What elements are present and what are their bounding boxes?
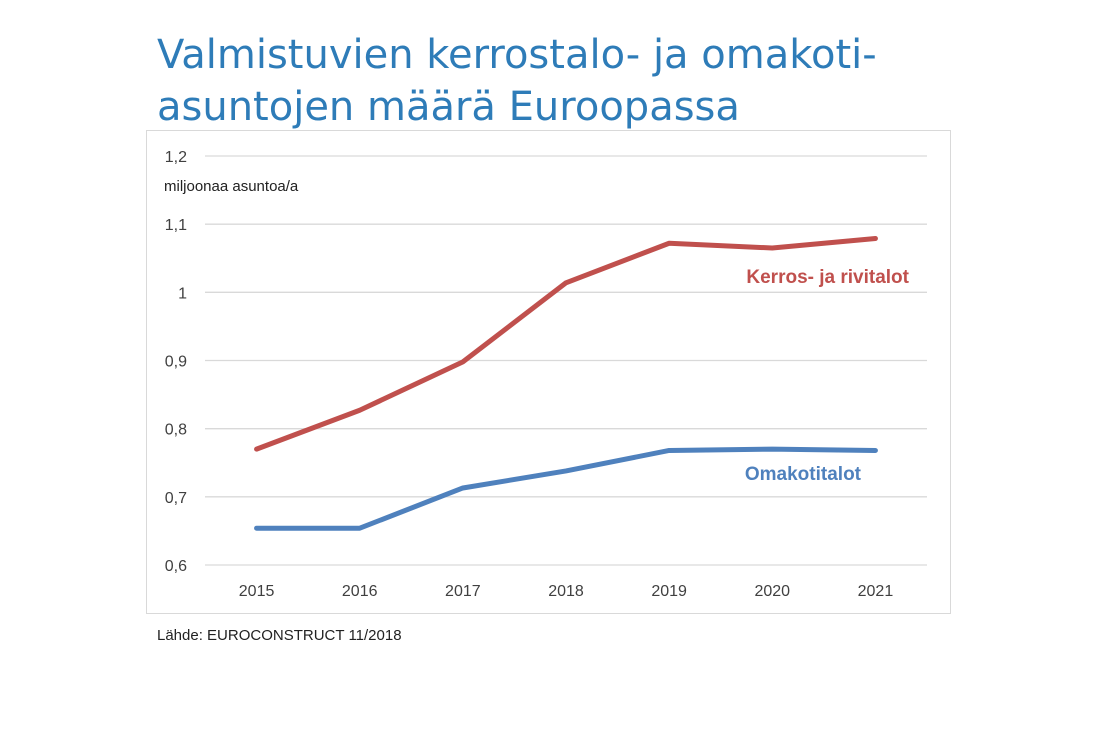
chart-area: 0,6 0,7 0,8 0,9 1 1,1 1,2 miljoonaa asuntoa/a 20… [146,130,951,614]
series-line-2 [254,446,878,531]
title-line-2: asuntojen määrä Euroopassa [157,83,740,130]
y-tick-label: 1,2 [165,149,187,166]
series-line-1 [254,235,878,452]
title-line-1: Valmistuvien kerrostalo- ja omakoti- [157,31,877,78]
x-tick-label: 2019 [651,583,687,600]
x-tick-label: 2021 [858,583,894,600]
series-label-1: Kerros- ja rivitalot [746,267,909,288]
series-label-2: Omakotitalot [745,464,862,485]
page-title: Valmistuvien kerrostalo- ja omakoti- asu… [157,29,1057,133]
y-tick-label: 1 [178,285,187,302]
y-axis-label: miljoonaa asuntoa/a [164,178,299,195]
x-tick-label: 2017 [445,583,481,600]
x-tick-label: 2015 [239,583,275,600]
x-tick-label: 2020 [754,583,790,600]
y-tick-label: 0,8 [165,422,187,439]
x-tick-label: 2016 [342,583,378,600]
line-chart: 0,6 0,7 0,8 0,9 1 1,1 1,2 miljoonaa asuntoa/a 20… [164,149,927,600]
x-tick-label: 2018 [548,583,584,600]
y-tick-label: 0,6 [165,558,187,575]
y-tick-label: 0,9 [165,354,187,371]
source-note: Lähde: EUROCONSTRUCT 11/2018 [157,627,402,644]
y-tick-label: 0,7 [165,490,187,507]
y-tick-label: 1,1 [165,217,187,234]
